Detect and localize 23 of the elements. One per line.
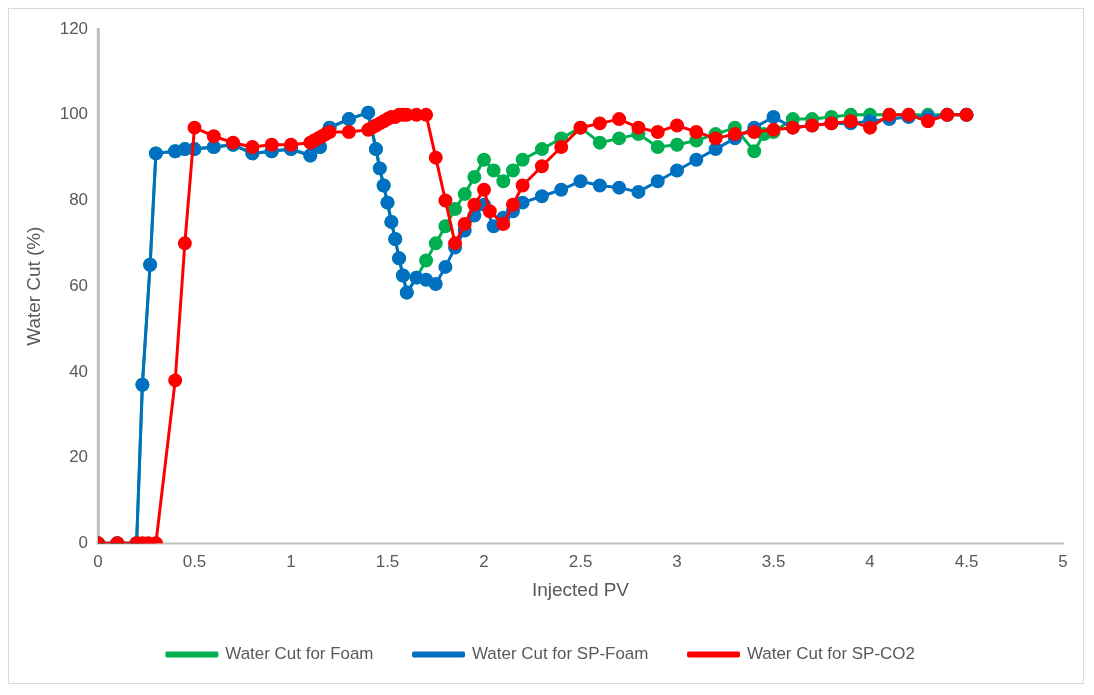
legend-label: Water Cut for SP-CO2: [746, 644, 915, 664]
y-tick-label: 80: [69, 190, 89, 210]
x-tick-label: 3: [672, 552, 682, 572]
legend-label: Water Cut for SP-Foam: [471, 644, 649, 664]
x-tick-label: 4: [865, 552, 875, 572]
y-tick-label: 100: [59, 104, 89, 124]
y-tick-label: 0: [78, 532, 89, 552]
y-tick-label: 120: [59, 18, 89, 38]
x-axis-title: Injected PV: [532, 579, 630, 601]
x-tick-label: 0.5: [182, 552, 207, 572]
y-axis-title: Water Cut (%): [22, 226, 44, 346]
y-tick-label: 40: [69, 361, 89, 381]
x-tick-label: 0: [93, 552, 103, 572]
x-tick-label: 2.5: [568, 552, 593, 572]
y-tick-label: 60: [69, 275, 89, 295]
x-tick-label: 1: [286, 552, 296, 572]
x-tick-label: 4.5: [954, 552, 979, 572]
x-tick-label: 1.5: [375, 552, 400, 572]
x-tick-label: 5: [1058, 552, 1068, 572]
x-tick-label: 2: [479, 552, 489, 572]
y-tick-label: 20: [69, 447, 89, 467]
x-tick-label: 3.5: [761, 552, 786, 572]
legend-label: Water Cut for Foam: [225, 644, 374, 664]
